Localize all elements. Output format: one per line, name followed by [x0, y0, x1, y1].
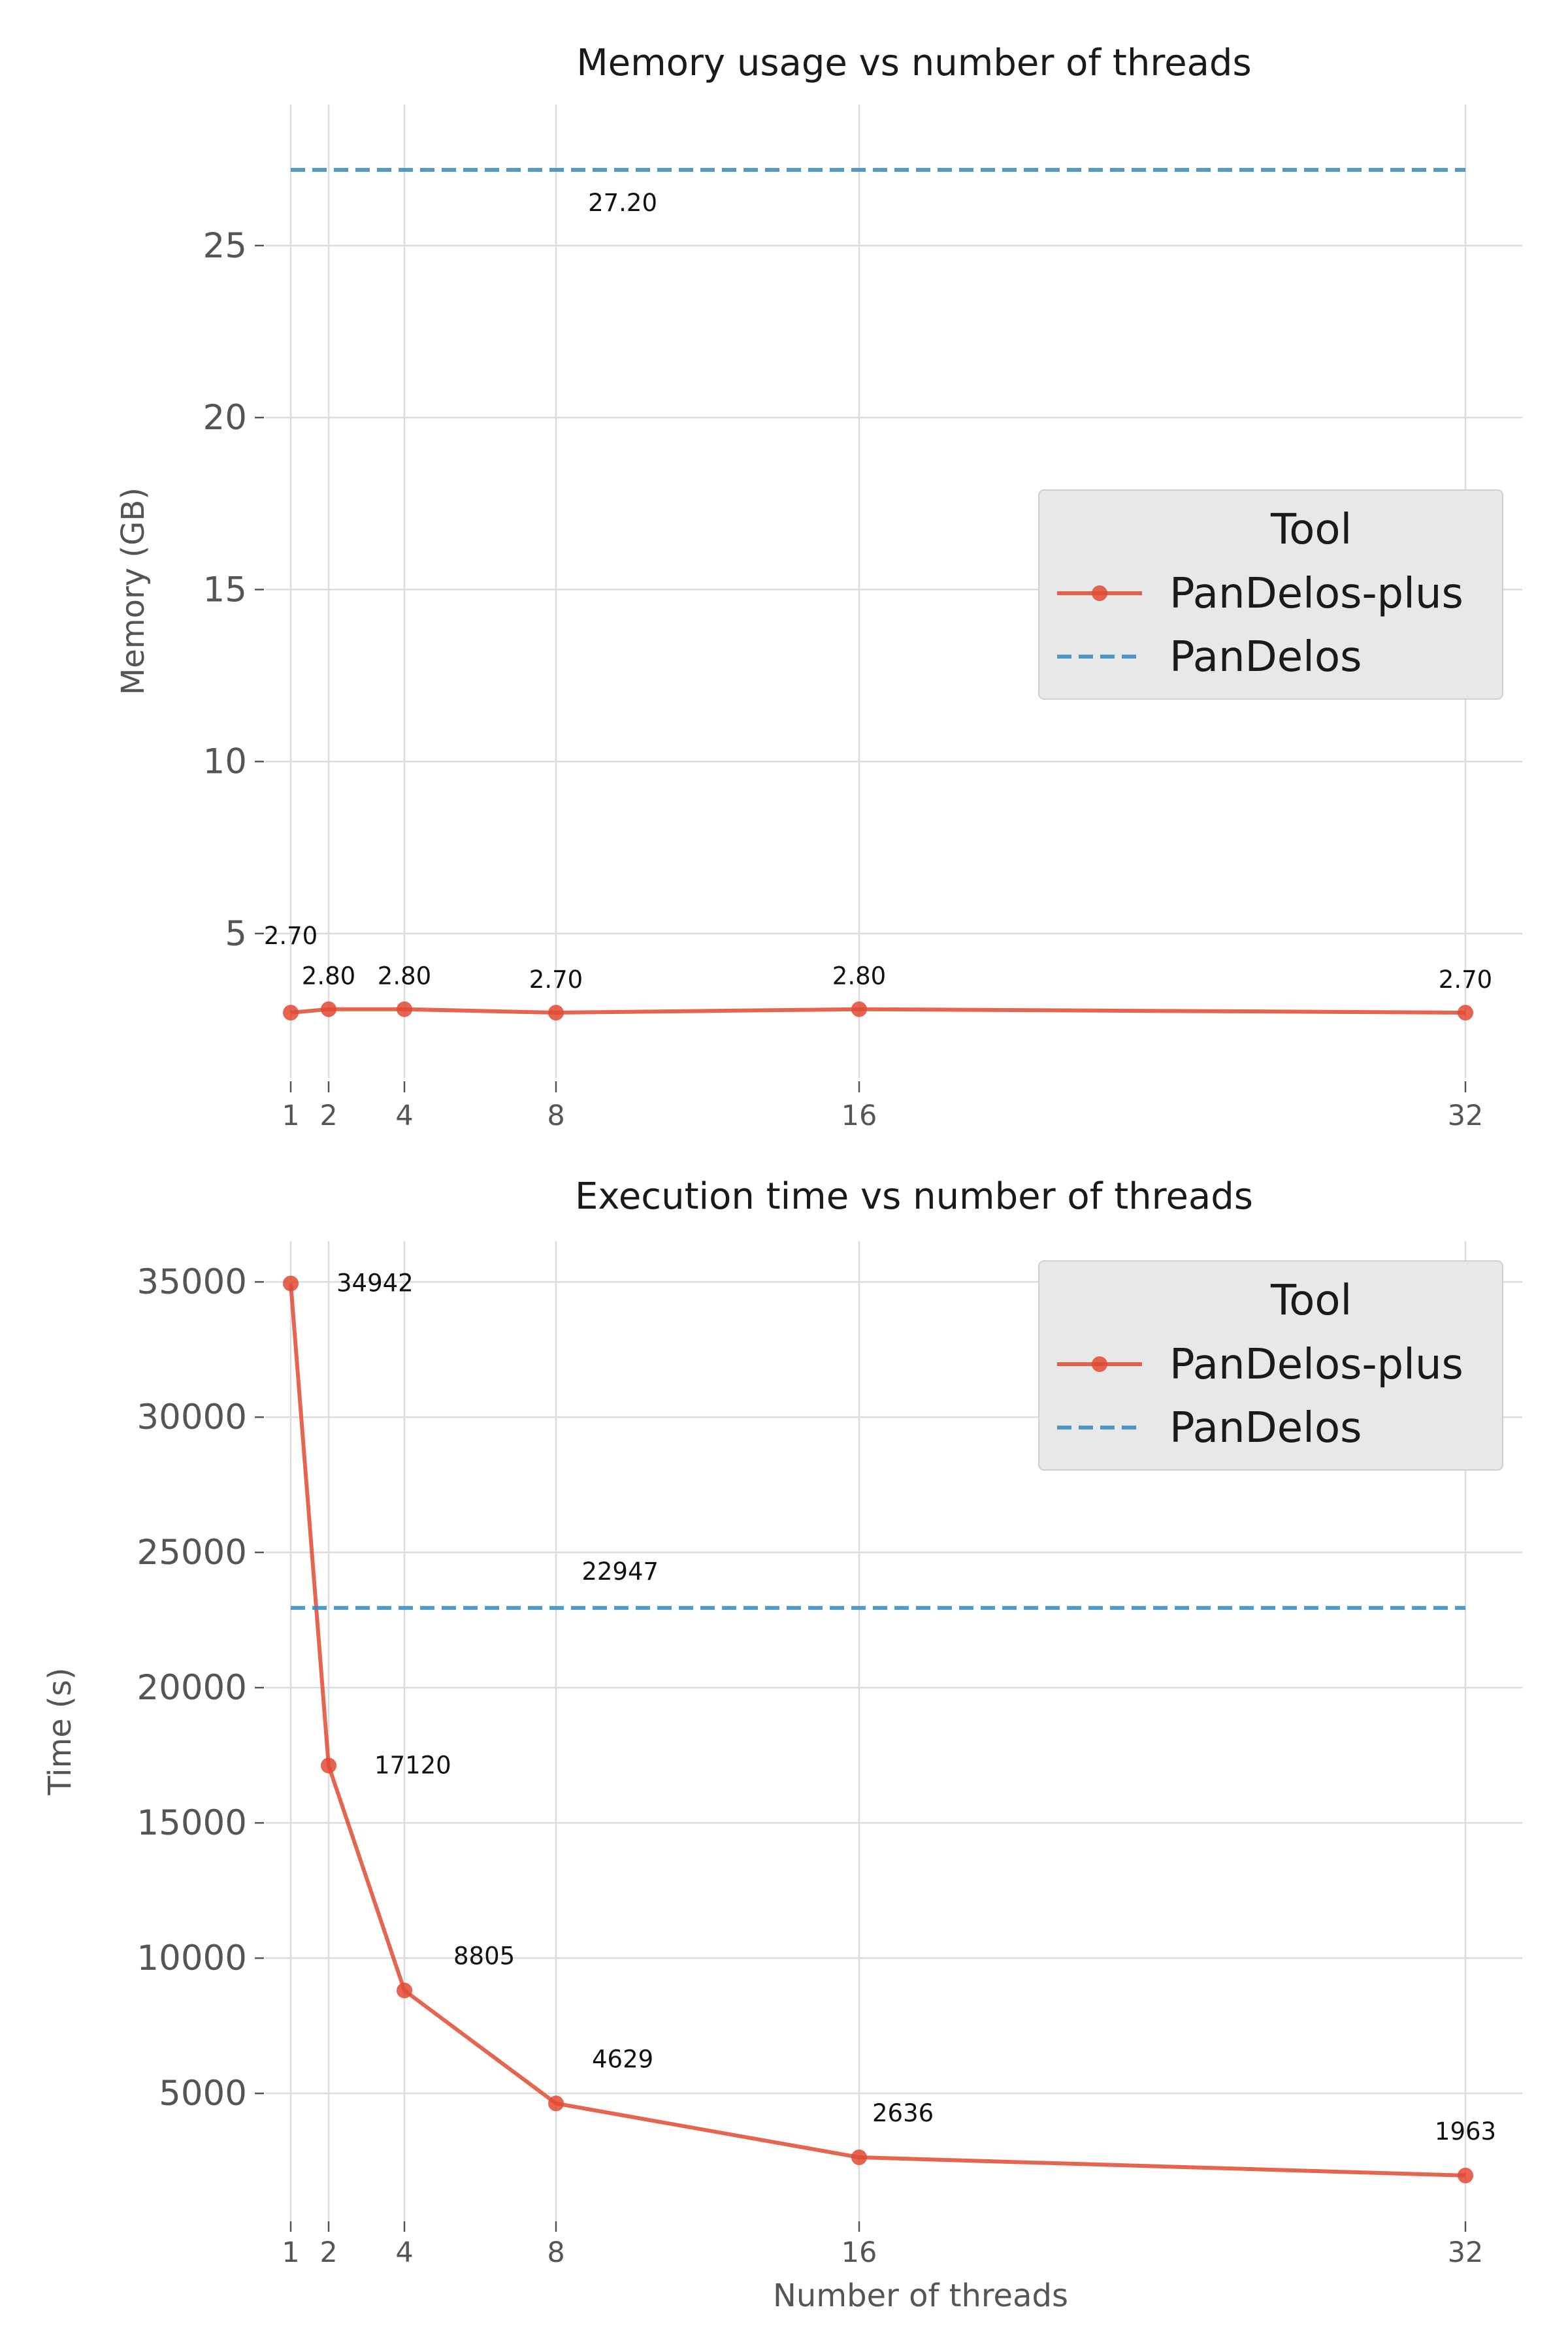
x-tick-label: 2 [319, 2236, 337, 2269]
legend-box [1038, 1260, 1503, 1471]
y-axis-label: Memory (GB) [115, 487, 152, 695]
legend-title: Tool [1270, 1277, 1352, 1325]
chart-title: Execution time vs number of threads [575, 1175, 1253, 1218]
y-tick-label: 20000 [137, 1668, 247, 1708]
legend: Tool PanDelos-plus PanDelos [1038, 489, 1503, 700]
x-tick-label: 32 [1448, 1100, 1484, 1132]
y-tick-label: 10000 [137, 1938, 247, 1978]
data-label-pandelos-plus: 2.70 [1439, 966, 1492, 994]
data-point-pandelos-plus [851, 1001, 867, 1017]
data-point-pandelos-plus [321, 1001, 336, 1017]
legend-label-pandelos-plus: PanDelos-plus [1169, 1341, 1463, 1389]
chart-1: Memory usage vs number of threads 5 10 15 20… [115, 42, 1522, 1132]
legend-label-pandelos: PanDelos [1169, 633, 1362, 681]
legend-label-pandelos: PanDelos [1169, 1404, 1362, 1452]
legend-label-pandelos-plus: PanDelos-plus [1169, 570, 1463, 618]
data-label-pandelos-plus: 2.80 [378, 962, 431, 990]
x-tick-label: 32 [1448, 2236, 1484, 2269]
data-label-pandelos-plus: 4629 [592, 2046, 653, 2074]
series-line-pandelos-plus [290, 1007, 1466, 1015]
y-tick-label: 30000 [137, 1397, 247, 1437]
data-label-pandelos: 22947 [581, 1558, 659, 1586]
legend-box [1038, 489, 1503, 700]
data-label-pandelos-plus: 2.70 [264, 922, 318, 950]
y-tick-label: 5000 [159, 2074, 247, 2114]
y-tick-label: 5 [225, 914, 247, 954]
x-tick-label: 2 [319, 1100, 337, 1132]
y-tick-label: 35000 [137, 1262, 247, 1302]
y-tick-label: 15 [203, 570, 247, 610]
x-tick-label: 16 [841, 2236, 877, 2269]
data-point-pandelos-plus [397, 1982, 412, 1999]
data-label-pandelos-plus: 2.80 [302, 962, 355, 990]
data-label-pandelos-plus: 17120 [374, 1751, 451, 1779]
data-label-pandelos-plus: 8805 [453, 1942, 515, 1970]
legend-marker-pandelos-plus [1092, 585, 1107, 601]
data-point-pandelos-plus [1458, 2167, 1473, 2183]
data-point-pandelos-plus [397, 1001, 412, 1017]
x-tick-label: 16 [841, 1100, 877, 1132]
x-axis-label: Number of threads [773, 2278, 1068, 2314]
data-point-pandelos-plus [283, 1275, 299, 1292]
data-label-pandelos: 27.20 [588, 189, 657, 217]
x-tick-label: 1 [282, 2236, 299, 2269]
x-tick-label: 8 [547, 2236, 564, 2269]
data-point-pandelos-plus [283, 1004, 299, 1021]
y-tick-label: 15000 [137, 1803, 247, 1843]
data-point-pandelos-plus [1458, 1004, 1473, 1021]
data-label-pandelos-plus: 2.80 [832, 962, 886, 990]
series-line-pandelos-plus [289, 1283, 1466, 2178]
chart-title: Memory usage vs number of threads [576, 42, 1251, 84]
y-tick-label: 25000 [137, 1533, 247, 1573]
legend-title: Tool [1270, 506, 1352, 554]
chart-2: Execution time vs number of threads 5000 1… [42, 1175, 1522, 2314]
y-tick-label: 10 [203, 742, 247, 782]
x-tick-label: 4 [395, 1100, 413, 1132]
x-tick-label: 8 [547, 1100, 564, 1132]
data-label-pandelos-plus: 1963 [1435, 2117, 1496, 2146]
data-point-pandelos-plus [548, 2095, 564, 2112]
y-tick-label: 20 [203, 398, 247, 438]
data-point-pandelos-plus [321, 1757, 336, 1774]
data-label-pandelos-plus: 2636 [872, 2099, 934, 2127]
legend: Tool PanDelos-plus PanDelos [1038, 1260, 1503, 1471]
legend-marker-pandelos-plus [1092, 1356, 1107, 1372]
data-point-pandelos-plus [548, 1004, 564, 1021]
y-tick-label: 25 [203, 226, 247, 266]
data-label-pandelos-plus: 2.70 [529, 966, 583, 994]
y-axis-label: Time (s) [42, 1667, 78, 1795]
data-point-pandelos-plus [851, 2149, 867, 2166]
x-tick-label: 1 [282, 1100, 299, 1132]
x-tick-label: 4 [395, 2236, 413, 2269]
data-label-pandelos-plus: 34942 [336, 1269, 414, 1298]
